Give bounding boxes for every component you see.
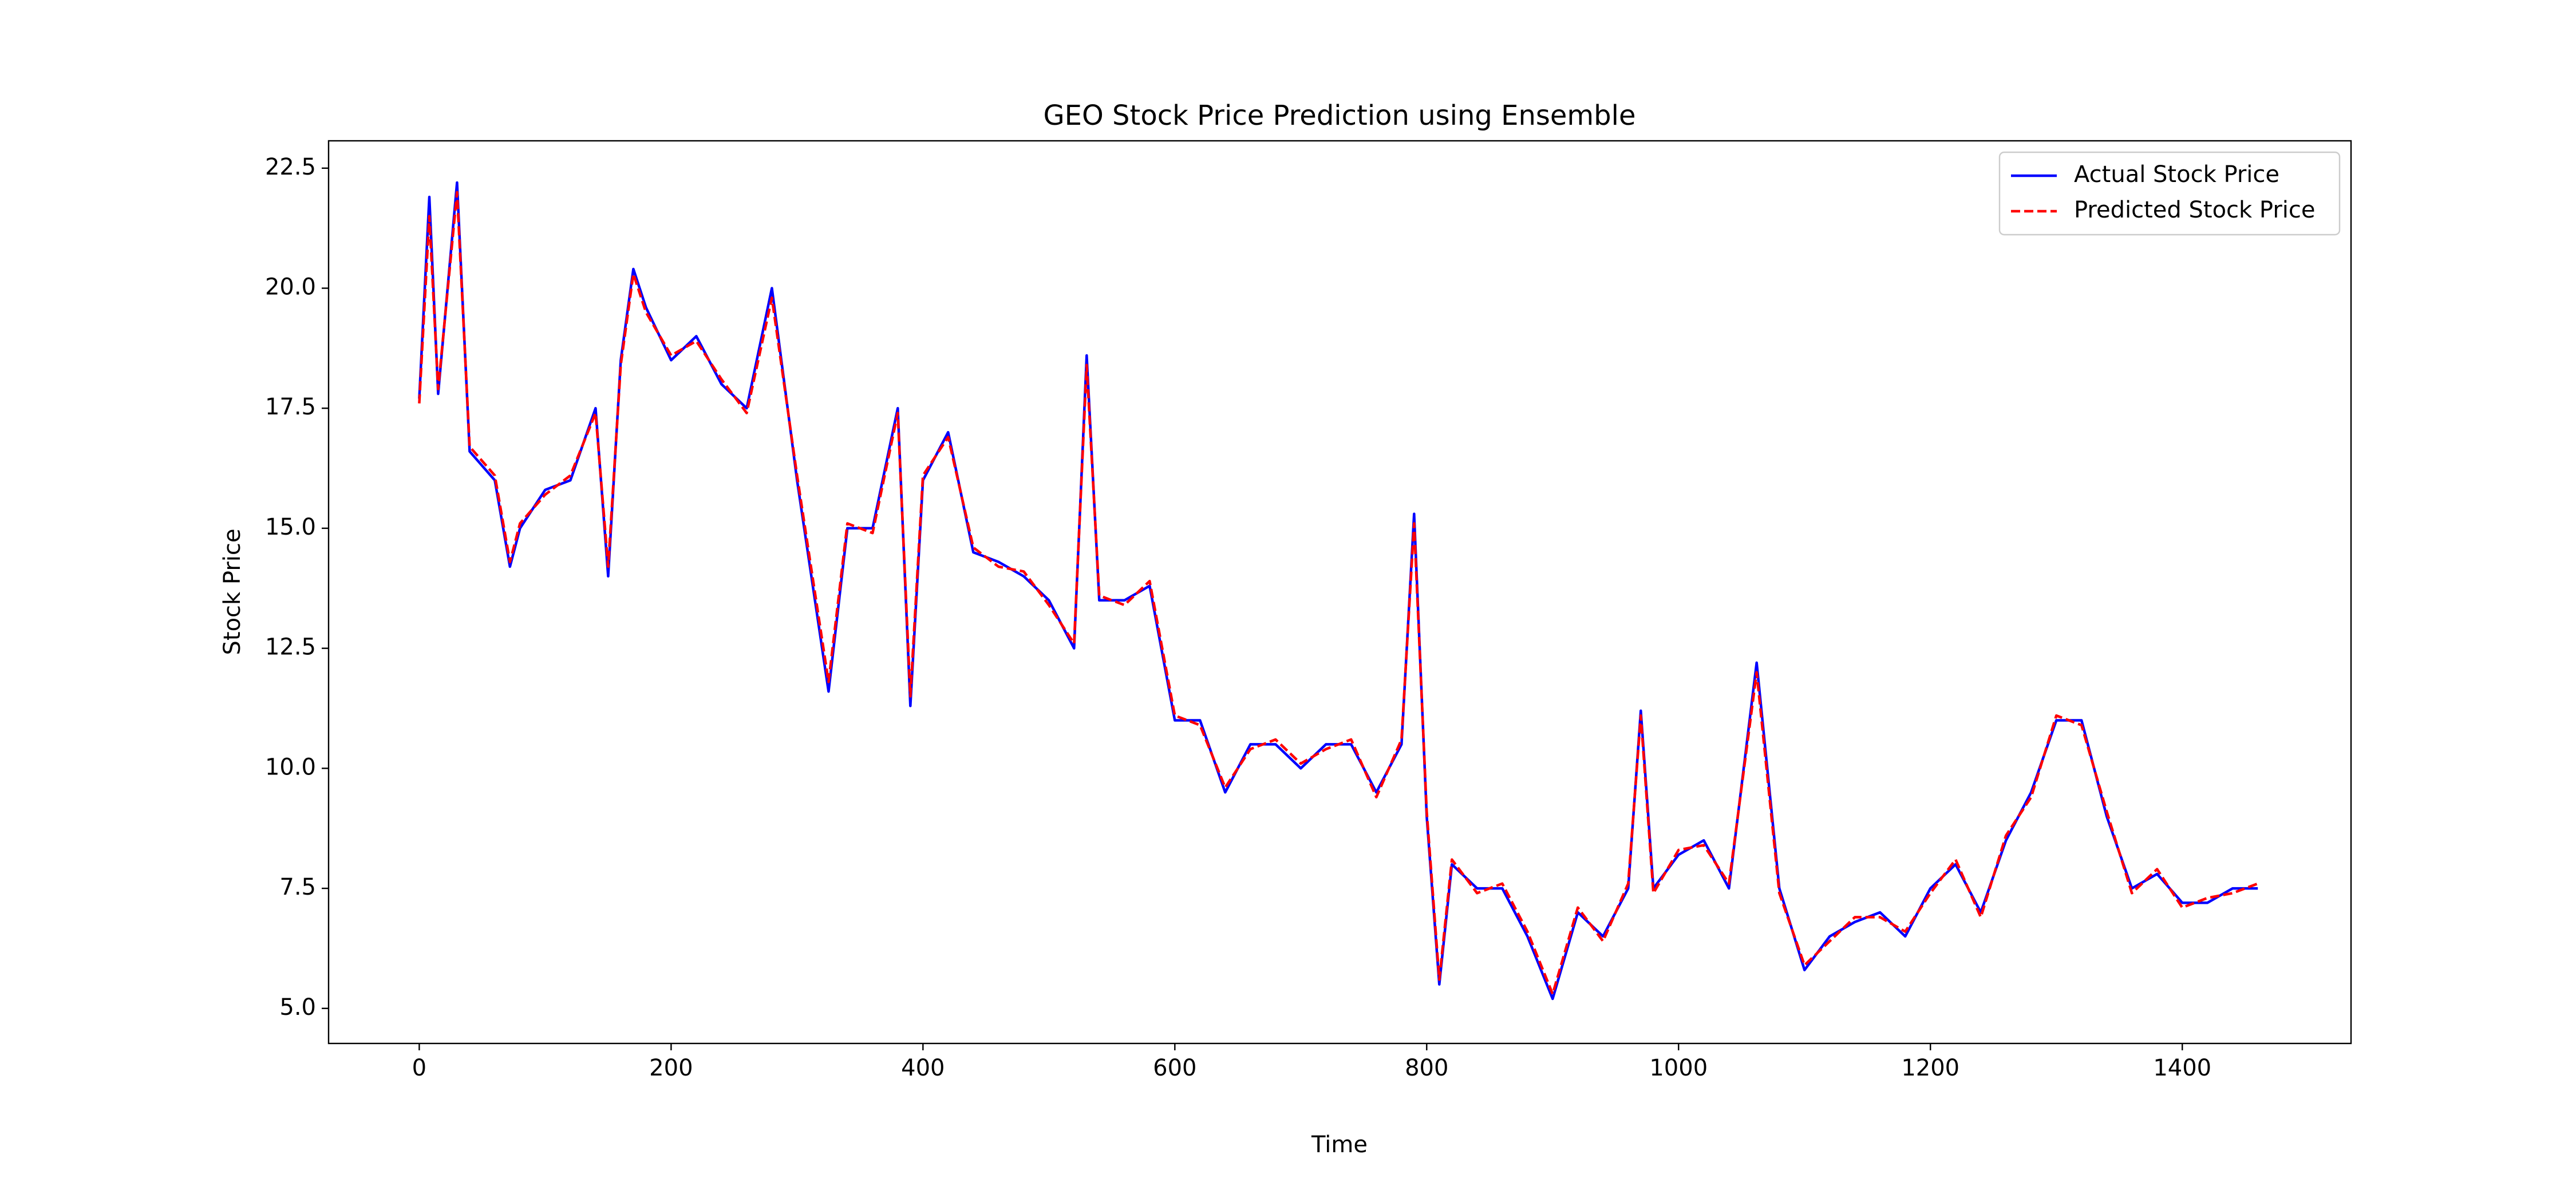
y-tick-label: 17.5 (265, 394, 316, 420)
y-tick-label: 15.0 (265, 514, 316, 540)
x-tick-label: 1000 (1649, 1055, 1708, 1081)
x-tick-label: 600 (1153, 1055, 1196, 1081)
chart-title: GEO Stock Price Prediction using Ensembl… (1043, 100, 1635, 132)
x-tick-label: 0 (412, 1055, 426, 1081)
data-line (418, 181, 2258, 1001)
legend-label: Predicted Stock Price (2074, 197, 2315, 223)
legend-label: Actual Stock Price (2074, 161, 2279, 188)
x-tick-label: 1400 (2153, 1055, 2211, 1081)
y-tick-label: 5.0 (279, 994, 316, 1021)
legend-box (1998, 151, 2341, 236)
x-tick-label: 200 (649, 1055, 693, 1081)
plot-frame (327, 140, 2352, 1045)
y-tick-label: 12.5 (265, 634, 316, 661)
legend: Actual Stock Price Predicted Stock Price (1998, 151, 2341, 236)
y-tick-label: 10.0 (265, 754, 316, 780)
y-tick-label: 20.0 (265, 274, 316, 300)
data-line (418, 191, 2258, 995)
y-tick-label: 22.5 (265, 154, 316, 180)
x-tick-label: 1200 (1901, 1055, 1959, 1081)
y-tick-label: 7.5 (279, 874, 316, 900)
x-tick-label: 400 (901, 1055, 945, 1081)
x-tick-label: 800 (1405, 1055, 1448, 1081)
x-axis-label: Time (1311, 1132, 1368, 1158)
y-axis-label: Stock Price (219, 529, 246, 655)
